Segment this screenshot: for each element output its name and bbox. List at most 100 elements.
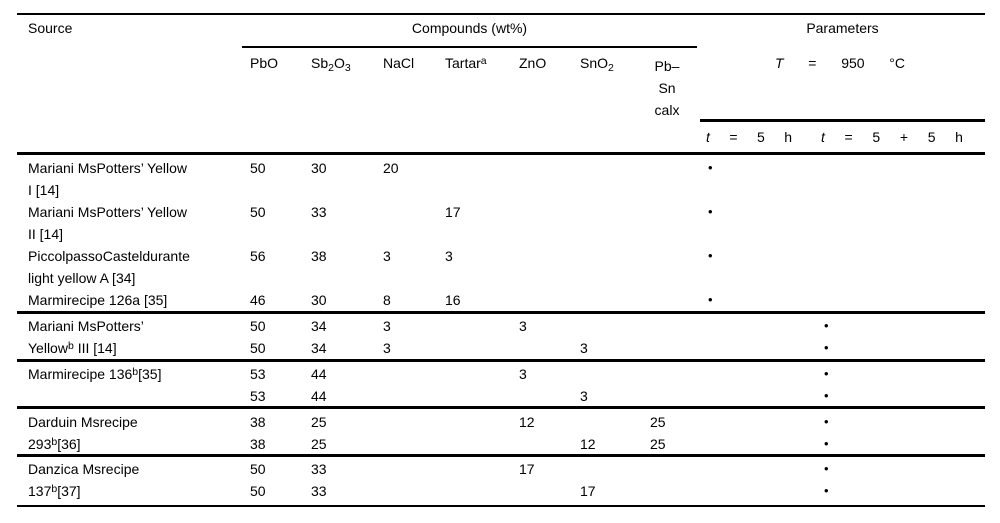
section-divider (17, 406, 985, 409)
source-text: I [14] (28, 182, 60, 198)
cell-pbo: 56 (250, 248, 266, 264)
cell-nacl (383, 433, 445, 457)
cell-tartar (445, 480, 519, 504)
cell-sb2o3: 44 (311, 388, 327, 404)
table-row: 137b[37] 50 33 17 • (17, 480, 985, 502)
cell-nacl (383, 223, 445, 247)
cell-zno (519, 179, 580, 203)
cell-zno (519, 289, 580, 313)
cell-zno (519, 480, 580, 504)
equals-sign: = (808, 55, 817, 71)
header-line: Pb– (654, 58, 680, 74)
cell-pbsn-calx (650, 245, 700, 269)
source-text-cont: III [14] (73, 340, 117, 356)
cell-sno2: 3 (580, 388, 588, 404)
cell-time1-marker (700, 267, 816, 291)
source-text: PiccolpassoCasteldurante (28, 248, 190, 264)
source-footnote-marker: b (51, 436, 58, 448)
section-divider (17, 311, 985, 314)
header-text: Tartar (445, 55, 481, 71)
cell-time2-marker: • (824, 483, 829, 498)
cell-time1-marker (700, 315, 816, 339)
cell-sb2o3: 25 (311, 436, 327, 452)
cell-zno: 17 (519, 461, 535, 477)
source-text: Mariani MsPotters’ (28, 318, 144, 334)
table-row: I [14] (17, 179, 985, 201)
cell-sno2 (580, 363, 650, 387)
source-text: Mariani MsPotters’ Yellow (28, 160, 187, 176)
parameters-group-rule (700, 119, 985, 122)
temperature-value: 950 (841, 55, 865, 71)
cell-pbsn-calx (650, 458, 700, 482)
cell-time2-marker (816, 223, 985, 247)
compounds-group-rule (242, 46, 697, 48)
time-symbol: t (706, 129, 710, 145)
cell-pbsn-calx (650, 267, 700, 291)
cell-nacl (383, 411, 445, 435)
cell-source: Yellowb III [14] (17, 337, 250, 361)
formula-subscript: 2 (328, 62, 334, 74)
cell-sb2o3 (311, 179, 383, 203)
cell-source: Danzica Msrecipe (17, 458, 250, 482)
header-bottom-rule (17, 152, 985, 155)
cell-sno2 (580, 179, 650, 203)
source-text: 137 (28, 483, 52, 499)
table-row: Marmirecipe 136b[35] 53 44 3 • (17, 363, 985, 385)
column-header-pbsn-calx: Pb– Sn calx (645, 55, 689, 121)
source-footnote-marker: b (51, 483, 58, 495)
cell-source: 137b[37] (17, 480, 250, 504)
cell-sno2 (580, 289, 650, 313)
formula-text: SnO (580, 55, 609, 71)
cell-time2-marker (816, 289, 985, 313)
cell-time2-marker: • (824, 366, 829, 381)
cell-source (17, 385, 250, 407)
column-header-source: Source (28, 20, 73, 36)
cell-source: Mariani MsPotters’ (17, 315, 250, 339)
cell-nacl (383, 363, 445, 387)
cell-time1-marker (700, 458, 816, 482)
footnote-marker: a (480, 55, 487, 67)
source-text: Darduin Msrecipe (28, 414, 138, 430)
cell-sno2 (580, 245, 650, 269)
cell-pbo: 38 (250, 414, 266, 430)
time-unit: h (784, 129, 792, 145)
cell-sb2o3: 34 (311, 318, 327, 334)
cell-sb2o3: 44 (311, 366, 327, 382)
cell-source: Mariani MsPotters’ Yellow (17, 201, 250, 225)
time-symbol: t (821, 129, 825, 145)
cell-nacl: 8 (383, 292, 391, 308)
cell-zno (519, 433, 580, 457)
cell-time2-marker: • (824, 318, 829, 333)
cell-time1-marker (700, 363, 816, 387)
table-row: Yellowb III [14] 50 34 3 3 • (17, 337, 985, 359)
table-row: Danzica Msrecipe 50 33 17 • (17, 458, 985, 480)
source-footnote-marker: b (67, 340, 74, 352)
column-header-pbo: PbO (250, 55, 279, 71)
cell-time1-marker (700, 179, 816, 203)
table-row: Darduin Msrecipe 38 25 12 25 • (17, 411, 985, 433)
table-row: Mariani MsPotters’ Yellow 50 33 17 • (17, 201, 985, 223)
cell-sb2o3: 33 (311, 461, 327, 477)
cell-tartar (445, 385, 519, 407)
source-text: light yellow A [34] (28, 270, 136, 286)
cell-time1-marker: • (708, 292, 713, 307)
cell-sno2 (580, 157, 650, 181)
cell-time2-marker: • (824, 436, 829, 451)
cell-nacl (383, 179, 445, 203)
cell-pbo: 50 (250, 340, 266, 356)
table-row: light yellow A [34] (17, 267, 985, 289)
cell-source: 293b[36] (17, 433, 250, 457)
time-value: 5 (927, 129, 936, 145)
plus-sign: + (899, 129, 909, 145)
cell-sb2o3 (311, 223, 383, 247)
cell-sno2 (580, 267, 650, 291)
cell-time1-marker (700, 433, 816, 457)
cell-time1-marker (700, 385, 816, 407)
cell-time2-marker (816, 157, 985, 181)
cell-tartar (445, 179, 519, 203)
cell-nacl: 3 (383, 248, 391, 264)
column-header-sno2: SnO2 (580, 55, 614, 74)
table-top-rule (17, 13, 985, 15)
cell-time2-marker (816, 179, 985, 203)
source-text: II [14] (28, 226, 64, 242)
